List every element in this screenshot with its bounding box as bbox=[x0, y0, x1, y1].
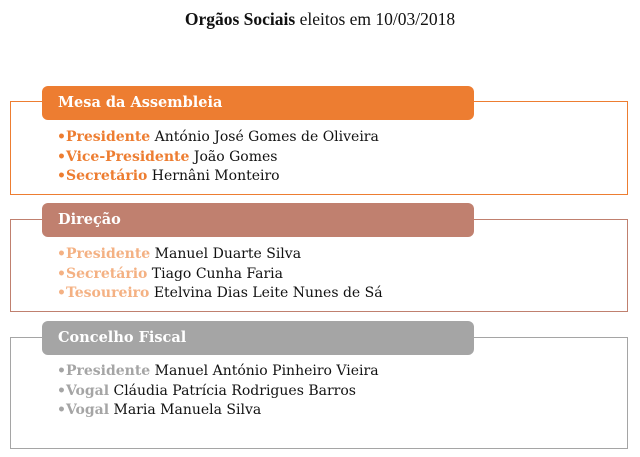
list-item: •Vogal Maria Manuela Silva bbox=[57, 401, 379, 421]
section-box bbox=[10, 337, 628, 449]
member-list: •Presidente Manuel Duarte Silva •Secretá… bbox=[57, 245, 383, 304]
bullet: • bbox=[57, 402, 66, 418]
member-role: Presidente bbox=[65, 363, 151, 379]
list-item: •Vogal Cláudia Patrícia Rodrigues Barros bbox=[57, 382, 379, 402]
bullet: • bbox=[57, 265, 66, 282]
bullet: • bbox=[57, 129, 66, 145]
member-name: Hernâni Monteiro bbox=[147, 168, 280, 184]
member-role: Vogal bbox=[65, 402, 110, 418]
bullet: • bbox=[57, 148, 66, 165]
member-name: Manuel António Pinheiro Vieira bbox=[150, 363, 379, 379]
member-role: Tesoureiro bbox=[65, 285, 150, 301]
bullet: • bbox=[57, 382, 66, 399]
member-role: Vice-Presidente bbox=[65, 148, 190, 165]
member-role: Secretário bbox=[65, 265, 148, 282]
section-header: Direção bbox=[42, 203, 474, 237]
list-item: •Vice-Presidente João Gomes bbox=[57, 148, 379, 168]
member-name: João Gomes bbox=[189, 148, 278, 165]
member-list: •Presidente Manuel António Pinheiro Viei… bbox=[57, 362, 379, 421]
page-title: Orgãos Sociais eleitos em 10/03/2018 bbox=[0, 7, 640, 31]
title-bold: Orgãos Sociais bbox=[184, 9, 296, 29]
list-item: •Presidente Manuel António Pinheiro Viei… bbox=[57, 362, 379, 382]
list-item: •Secretário Hernâni Monteiro bbox=[57, 167, 379, 187]
member-role: Presidente bbox=[65, 246, 151, 262]
member-role: Vogal bbox=[65, 382, 110, 399]
bullet: • bbox=[57, 168, 66, 184]
member-role: Secretário bbox=[65, 168, 148, 184]
member-name: António José Gomes de Oliveira bbox=[150, 129, 379, 145]
member-name: Maria Manuela Silva bbox=[109, 402, 262, 418]
member-name: Tiago Cunha Faria bbox=[147, 265, 283, 282]
bullet: • bbox=[57, 363, 66, 379]
member-role: Presidente bbox=[65, 129, 151, 145]
member-name: Cláudia Patrícia Rodrigues Barros bbox=[109, 382, 356, 399]
bullet: • bbox=[57, 246, 66, 262]
section-header: Concelho Fiscal bbox=[42, 321, 474, 355]
title-rest: eleitos em 10/03/2018 bbox=[295, 9, 456, 29]
list-item: •Tesoureiro Etelvina Dias Leite Nunes de… bbox=[57, 284, 383, 304]
list-item: •Secretário Tiago Cunha Faria bbox=[57, 265, 383, 285]
member-name: Manuel Duarte Silva bbox=[150, 246, 302, 262]
section-header: Mesa da Assembleia bbox=[42, 86, 474, 120]
bullet: • bbox=[57, 285, 66, 301]
list-item: •Presidente António José Gomes de Olivei… bbox=[57, 128, 379, 148]
member-name: Etelvina Dias Leite Nunes de Sá bbox=[149, 285, 383, 301]
list-item: •Presidente Manuel Duarte Silva bbox=[57, 245, 383, 265]
member-list: •Presidente António José Gomes de Olivei… bbox=[57, 128, 379, 187]
